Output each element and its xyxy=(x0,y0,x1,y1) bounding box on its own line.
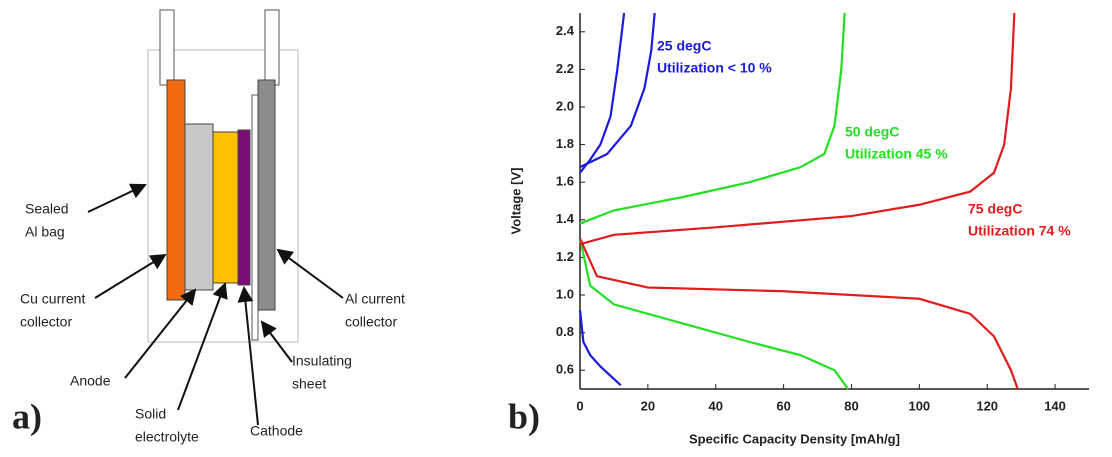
diagram-label: Anode xyxy=(70,373,111,389)
diagram-label: Sealed xyxy=(25,201,69,217)
annotation: 75 degC xyxy=(968,201,1022,217)
cell-diagram xyxy=(87,9,344,426)
diagram-label: Cu current xyxy=(20,291,85,307)
bag xyxy=(147,49,299,343)
tab xyxy=(159,9,175,86)
cathode-collector xyxy=(257,79,276,311)
curve xyxy=(579,12,626,174)
curve xyxy=(579,12,656,169)
anode xyxy=(184,123,214,291)
diagram-label: Al current xyxy=(345,291,405,307)
y-tick-label: 0.8 xyxy=(556,324,574,339)
x-tick-label: 40 xyxy=(708,398,722,413)
y-tick-label: 2.4 xyxy=(556,23,575,38)
x-tick-label: 100 xyxy=(908,398,930,413)
diagram-label: Al bag xyxy=(25,224,65,240)
anode-collector xyxy=(166,79,186,301)
diagram-label: sheet xyxy=(292,376,326,392)
diagram-label: electrolyte xyxy=(135,429,199,445)
diagram-label: Cathode xyxy=(250,423,303,439)
y-tick-label: 1.2 xyxy=(556,249,574,264)
y-tick-label: 1.0 xyxy=(556,286,574,301)
diagram-label: Solid xyxy=(135,406,166,422)
y-tick-label: 2.0 xyxy=(556,98,574,113)
annotation: Utilization 74 % xyxy=(968,223,1071,239)
curve xyxy=(578,238,849,390)
curve xyxy=(578,238,1019,390)
y-tick-label: 1.4 xyxy=(556,211,575,226)
annotation: Utilization < 10 % xyxy=(657,60,772,76)
y-tick-label: 2.2 xyxy=(556,61,574,76)
x-tick-label: 140 xyxy=(1044,398,1066,413)
cathode xyxy=(237,129,251,286)
arrows xyxy=(87,183,344,426)
x-tick-label: 80 xyxy=(844,398,858,413)
x-tick-label: 0 xyxy=(576,398,583,413)
curve xyxy=(579,12,846,225)
electrolyte xyxy=(212,131,239,284)
diagram-label: collector xyxy=(20,314,72,330)
annotation: 50 degC xyxy=(845,124,899,140)
y-tick-label: 1.8 xyxy=(556,136,574,151)
curve xyxy=(579,12,1016,246)
diagram-label: collector xyxy=(345,314,397,330)
x-tick-label: 20 xyxy=(641,398,655,413)
y-tick-label: 1.6 xyxy=(556,174,574,189)
x-tick-label: 60 xyxy=(776,398,790,413)
x-axis-label: Specific Capacity Density [mAh/g] xyxy=(689,431,900,446)
x-tick-label: 120 xyxy=(976,398,998,413)
panel-label: b) xyxy=(508,396,540,436)
y-tick-label: 0.6 xyxy=(556,362,574,377)
y-axis-label: Voltage [V] xyxy=(508,168,523,235)
diagram-label: Insulating xyxy=(292,353,352,369)
curve xyxy=(578,309,622,387)
annotation: Utilization 45 % xyxy=(845,146,948,162)
insulating-sheet xyxy=(251,94,259,341)
panel-label: a) xyxy=(12,396,42,436)
annotation: 25 degC xyxy=(657,38,711,54)
tab xyxy=(264,9,280,86)
